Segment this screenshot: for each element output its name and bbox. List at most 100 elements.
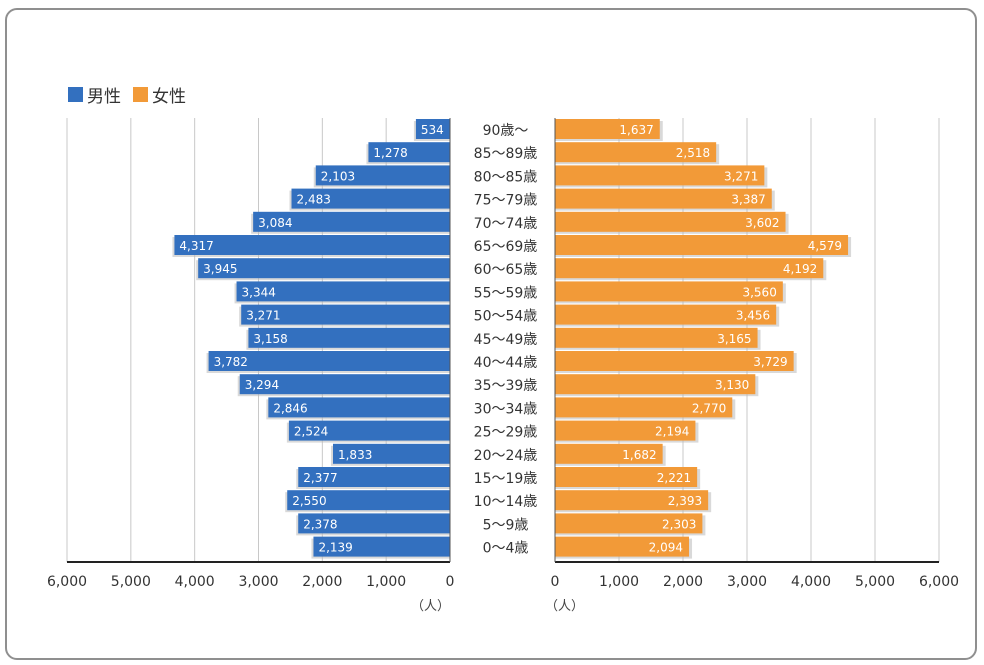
bar-male bbox=[298, 467, 450, 487]
category-label: 20〜24歳 bbox=[474, 448, 538, 464]
category-label: 85〜89歳 bbox=[474, 146, 538, 162]
bar-male bbox=[313, 536, 450, 557]
category-label: 25〜29歳 bbox=[474, 425, 538, 441]
bar-female bbox=[555, 397, 733, 418]
bar-female bbox=[555, 420, 696, 441]
category-label: 60〜65歳 bbox=[474, 262, 538, 278]
bar-female bbox=[555, 211, 786, 232]
bar-male bbox=[236, 281, 450, 302]
bar-male bbox=[298, 513, 450, 534]
category-label: 15〜19歳 bbox=[474, 471, 538, 487]
data-label-female: 2,094 bbox=[649, 541, 683, 555]
data-label-male: 1,278 bbox=[373, 146, 407, 160]
category-label: 80〜85歳 bbox=[474, 169, 538, 185]
category-label: 75〜79歳 bbox=[474, 193, 538, 209]
bar-male bbox=[288, 420, 450, 441]
data-label-male: 1,833 bbox=[338, 448, 372, 462]
bar-male bbox=[415, 119, 450, 139]
bar-female bbox=[555, 443, 663, 464]
category-label: 90歳〜 bbox=[483, 123, 529, 139]
data-label-female: 1,682 bbox=[622, 448, 656, 462]
category-label: 10〜14歳 bbox=[474, 494, 538, 510]
bar-female bbox=[555, 351, 794, 371]
bar-male bbox=[287, 490, 450, 511]
bar-female bbox=[555, 513, 703, 534]
data-label-female: 2,303 bbox=[662, 517, 696, 531]
data-label-female: 2,221 bbox=[657, 471, 691, 485]
data-label-male: 2,378 bbox=[303, 517, 337, 531]
data-label-male: 2,550 bbox=[292, 494, 326, 508]
bar-female bbox=[555, 235, 849, 255]
data-label-male: 3,271 bbox=[246, 309, 280, 323]
bar-female bbox=[555, 304, 777, 325]
data-label-male: 534 bbox=[421, 123, 444, 137]
data-label-female: 2,194 bbox=[655, 425, 689, 439]
data-label-male: 2,139 bbox=[318, 541, 352, 555]
data-label-female: 3,560 bbox=[742, 285, 776, 299]
legend-label-female: 女性 bbox=[152, 87, 186, 107]
data-label-male: 3,344 bbox=[242, 285, 276, 299]
category-label: 5〜9歳 bbox=[483, 517, 529, 533]
bar-male bbox=[368, 142, 450, 163]
data-label-female: 3,456 bbox=[736, 309, 770, 323]
bar-female bbox=[555, 374, 756, 395]
data-label-male: 2,103 bbox=[321, 169, 355, 183]
legend-swatch-male bbox=[68, 87, 83, 102]
x-tick-label-right: 3,000 bbox=[727, 574, 767, 590]
category-label: 30〜34歳 bbox=[474, 401, 538, 417]
bar-male bbox=[198, 258, 450, 279]
data-label-female: 3,165 bbox=[717, 332, 751, 346]
data-label-female: 3,271 bbox=[724, 169, 758, 183]
x-tick-label-right: 2,000 bbox=[663, 574, 703, 590]
bar-male bbox=[239, 374, 450, 395]
bar-male bbox=[268, 397, 450, 418]
category-label: 45〜49歳 bbox=[474, 332, 538, 348]
x-tick-label-left: 4,000 bbox=[175, 574, 215, 590]
data-label-female: 3,130 bbox=[715, 378, 749, 392]
unit-label-left: （人） bbox=[411, 599, 450, 614]
bar-female bbox=[555, 536, 690, 557]
bar-female bbox=[555, 281, 783, 302]
bar-female bbox=[555, 119, 660, 139]
bar-male bbox=[241, 304, 450, 325]
bar-male bbox=[332, 443, 450, 464]
data-label-male: 3,158 bbox=[253, 332, 287, 346]
data-label-female: 4,192 bbox=[783, 262, 817, 276]
x-tick-label-left: 0 bbox=[446, 574, 455, 590]
legend-swatch-female bbox=[133, 87, 148, 102]
data-label-female: 3,729 bbox=[753, 355, 787, 369]
data-label-male: 2,524 bbox=[294, 425, 328, 439]
data-label-female: 3,387 bbox=[731, 193, 765, 207]
x-tick-label-left: 1,000 bbox=[366, 574, 406, 590]
x-tick-label-right: 1,000 bbox=[599, 574, 639, 590]
data-label-male: 2,846 bbox=[273, 401, 307, 415]
legend-item-female: 女性 bbox=[133, 82, 186, 107]
data-label-female: 3,602 bbox=[745, 216, 779, 230]
bar-male bbox=[315, 165, 450, 186]
data-label-male: 3,945 bbox=[203, 262, 237, 276]
data-label-female: 2,770 bbox=[692, 401, 726, 415]
data-label-female: 2,518 bbox=[676, 146, 710, 160]
data-label-male: 3,782 bbox=[214, 355, 248, 369]
data-label-male: 2,483 bbox=[297, 193, 331, 207]
bar-male bbox=[248, 327, 450, 348]
bar-female bbox=[555, 327, 758, 348]
chart-frame bbox=[5, 8, 977, 660]
data-label-male: 4,317 bbox=[179, 239, 213, 253]
category-label: 55〜59歳 bbox=[474, 285, 538, 301]
data-label-female: 1,637 bbox=[619, 123, 653, 137]
legend-item-male: 男性 bbox=[68, 82, 121, 107]
data-label-female: 4,579 bbox=[808, 239, 842, 253]
category-label: 35〜39歳 bbox=[474, 378, 538, 394]
legend-label-male: 男性 bbox=[87, 87, 121, 107]
x-tick-label-left: 6,000 bbox=[47, 574, 87, 590]
bar-male bbox=[253, 211, 450, 232]
bar-female bbox=[555, 467, 698, 487]
x-tick-label-left: 3,000 bbox=[238, 574, 278, 590]
data-label-female: 2,393 bbox=[668, 494, 702, 508]
bar-male bbox=[208, 351, 450, 371]
data-label-male: 3,084 bbox=[258, 216, 292, 230]
bar-male bbox=[174, 235, 450, 255]
category-label: 70〜74歳 bbox=[474, 216, 538, 232]
